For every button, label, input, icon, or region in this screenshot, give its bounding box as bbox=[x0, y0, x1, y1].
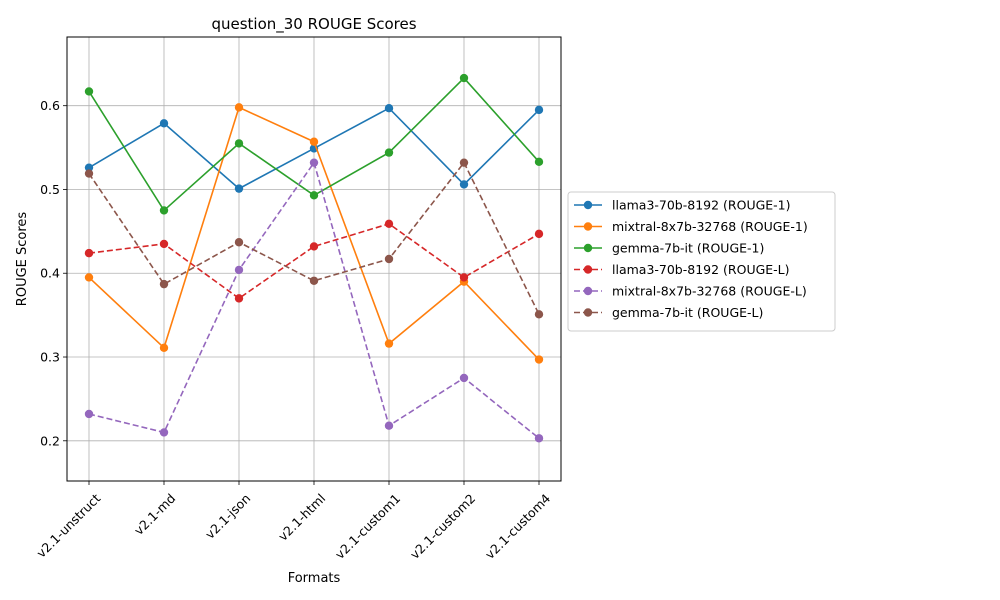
data-point bbox=[159, 239, 169, 249]
data-point bbox=[534, 157, 544, 167]
data-point bbox=[234, 184, 244, 193]
data-point bbox=[159, 428, 169, 437]
data-point bbox=[234, 103, 244, 112]
data-point bbox=[234, 265, 244, 275]
legend: llama3-70b-8192 (ROUGE-1) mixtral-8x7b-32… bbox=[567, 191, 836, 332]
data-point bbox=[459, 73, 469, 83]
chart-title: question_30 ROUGE Scores bbox=[211, 15, 416, 34]
data-point bbox=[384, 421, 394, 430]
series-6 bbox=[84, 158, 544, 319]
legend-label: gemma-7b-it (ROUGE-L) bbox=[612, 305, 763, 320]
legend-label: llama3-70b-8192 (ROUGE-1) bbox=[612, 198, 791, 213]
data-point bbox=[234, 139, 244, 148]
data-point bbox=[384, 339, 394, 348]
data-point bbox=[309, 276, 319, 285]
data-point bbox=[534, 434, 544, 443]
legend-item: mixtral-8x7b-32768 (ROUGE-L) bbox=[574, 284, 807, 299]
series-3 bbox=[84, 73, 544, 215]
x-tick-label: v2.1-custom1 bbox=[332, 491, 403, 562]
y-tick-label: 0.4 bbox=[40, 266, 60, 281]
data-point bbox=[84, 87, 94, 96]
legend-box bbox=[567, 191, 836, 332]
series-layer bbox=[84, 73, 544, 443]
x-tick-label: v2.1-custom4 bbox=[482, 491, 553, 562]
legend-label: llama3-70b-8192 (ROUGE-L) bbox=[612, 262, 790, 277]
data-point bbox=[384, 254, 394, 264]
series-1 bbox=[84, 104, 544, 193]
legend-marker bbox=[583, 243, 593, 253]
data-point bbox=[84, 163, 94, 172]
data-point bbox=[159, 343, 169, 352]
data-point bbox=[84, 169, 94, 178]
data-point bbox=[459, 158, 469, 167]
data-point bbox=[159, 119, 169, 128]
x-tick-label: v2.1-html bbox=[275, 491, 328, 544]
data-point bbox=[159, 279, 169, 289]
y-tick-label: 0.6 bbox=[40, 98, 60, 113]
legend-marker bbox=[583, 222, 593, 231]
data-point bbox=[309, 191, 319, 200]
data-point bbox=[384, 148, 394, 157]
x-tick-label: v2.1-unstruct bbox=[33, 491, 103, 561]
data-point bbox=[84, 248, 94, 258]
x-tick-label: v2.1-md bbox=[131, 491, 178, 538]
data-point bbox=[234, 294, 244, 303]
data-point bbox=[159, 206, 169, 215]
data-point bbox=[309, 137, 319, 146]
data-point bbox=[84, 409, 94, 419]
legend-marker bbox=[583, 200, 593, 210]
data-point bbox=[459, 273, 469, 282]
data-point bbox=[534, 355, 544, 364]
series-4 bbox=[84, 219, 544, 303]
data-point bbox=[459, 180, 469, 189]
y-tick-label: 0.5 bbox=[40, 182, 60, 197]
data-point bbox=[459, 373, 469, 383]
data-point bbox=[384, 104, 394, 113]
legend-marker bbox=[583, 286, 593, 296]
legend-item: gemma-7b-it (ROUGE-1) bbox=[574, 241, 764, 256]
data-point bbox=[384, 219, 394, 229]
legend-item: llama3-70b-8192 (ROUGE-L) bbox=[574, 262, 790, 277]
x-tick-label: v2.1-json bbox=[202, 491, 253, 542]
legend-marker bbox=[583, 308, 593, 317]
legend-label: gemma-7b-it (ROUGE-1) bbox=[612, 241, 764, 256]
data-point bbox=[84, 273, 94, 282]
legend-label: mixtral-8x7b-32768 (ROUGE-1) bbox=[612, 219, 808, 234]
legend-item: llama3-70b-8192 (ROUGE-1) bbox=[574, 198, 791, 213]
data-point bbox=[534, 229, 544, 239]
data-point bbox=[534, 310, 544, 319]
x-tick-label: v2.1-custom2 bbox=[407, 491, 478, 562]
series-5 bbox=[84, 158, 544, 443]
data-point bbox=[534, 105, 544, 115]
legend-label: mixtral-8x7b-32768 (ROUGE-L) bbox=[612, 284, 807, 299]
y-axis-label: ROUGE Scores bbox=[15, 212, 30, 307]
legend-item: mixtral-8x7b-32768 (ROUGE-1) bbox=[574, 219, 808, 234]
y-tick-label: 0.3 bbox=[40, 350, 60, 365]
legend-marker bbox=[583, 265, 593, 274]
y-tick-label: 0.2 bbox=[40, 433, 60, 448]
x-axis-label: Formats bbox=[288, 571, 341, 586]
data-point bbox=[309, 242, 319, 251]
data-point bbox=[309, 158, 319, 167]
data-point bbox=[234, 238, 244, 247]
ticks: v2.1-unstruct v2.1-md v2.1-json v2.1-html v2… bbox=[33, 98, 553, 562]
legend-item: gemma-7b-it (ROUGE-L) bbox=[574, 305, 763, 320]
